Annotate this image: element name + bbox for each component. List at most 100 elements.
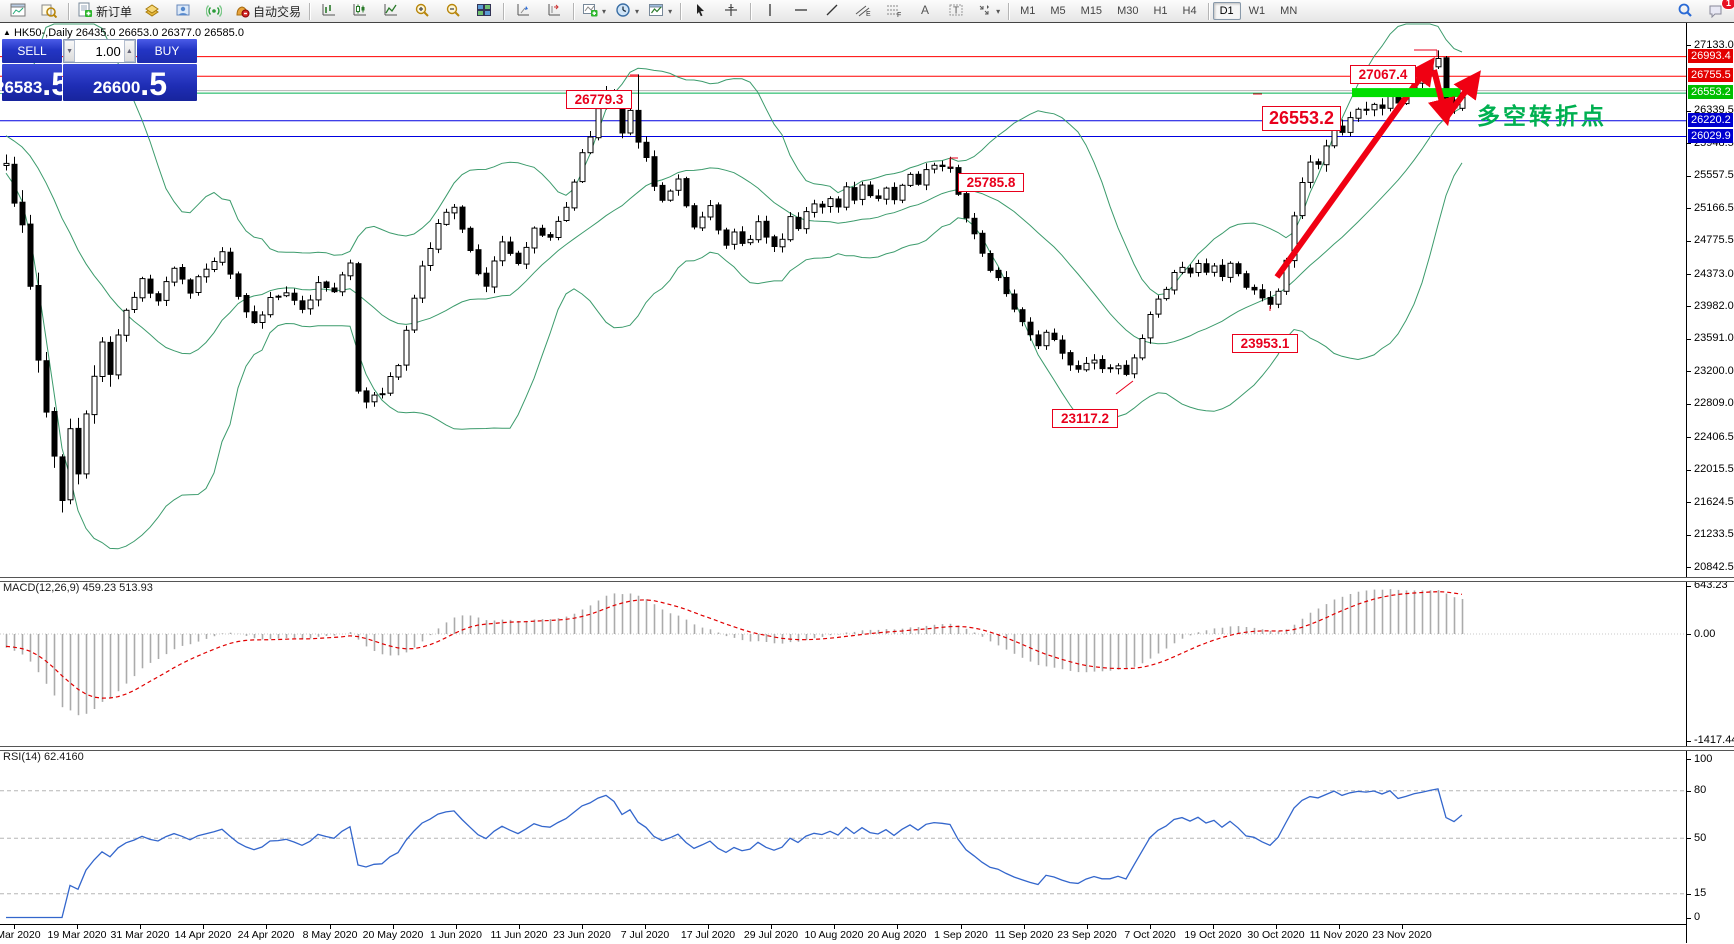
buy-button[interactable]: BUY bbox=[137, 39, 197, 63]
date-tick bbox=[140, 925, 141, 929]
date-tick bbox=[519, 925, 520, 929]
cursor-button[interactable] bbox=[685, 0, 715, 22]
date-tick bbox=[1402, 925, 1403, 929]
tile-windows-button[interactable] bbox=[469, 0, 499, 22]
timeframe-m15[interactable]: M15 bbox=[1080, 5, 1103, 17]
search-button[interactable] bbox=[1670, 0, 1700, 22]
bar-chart-button[interactable] bbox=[314, 0, 344, 22]
date-axis-label: 17 Jul 2020 bbox=[680, 929, 736, 941]
price-tick bbox=[1687, 567, 1691, 568]
signal-button[interactable] bbox=[199, 0, 229, 22]
rsi-axis-label: 80 bbox=[1694, 784, 1707, 796]
zoom-in-button[interactable] bbox=[407, 0, 437, 22]
chart-shift-button[interactable] bbox=[539, 0, 569, 22]
price-annotation[interactable]: 23117.2 bbox=[1052, 409, 1118, 428]
date-axis-label: 11 Sep 2020 bbox=[994, 929, 1054, 941]
price-annotation[interactable]: 27067.4 bbox=[1350, 65, 1416, 84]
rsi-axis-label: 0 bbox=[1694, 911, 1701, 923]
timeframe-m1[interactable]: M1 bbox=[1020, 5, 1036, 17]
zoom-out-button[interactable] bbox=[438, 0, 468, 22]
sell-price[interactable]: 26583.5 bbox=[0, 64, 69, 101]
timeframe-h1[interactable]: H1 bbox=[1153, 5, 1168, 17]
price-line-badge: 26755.5 bbox=[1688, 68, 1733, 82]
fibonacci-button[interactable]: F bbox=[879, 0, 909, 22]
crosshair-button[interactable] bbox=[716, 0, 746, 22]
data-window-button[interactable] bbox=[168, 0, 198, 22]
templates-button[interactable]: ▾ bbox=[644, 0, 676, 22]
price-tick bbox=[1687, 111, 1691, 112]
price-annotation[interactable]: 26779.3 bbox=[566, 90, 632, 109]
vertical-line-button[interactable] bbox=[755, 0, 785, 22]
timeframe-d1[interactable]: D1 bbox=[1212, 2, 1241, 20]
date-axis-label: 24 Apr 2020 bbox=[237, 929, 295, 941]
volume-decrease-button[interactable]: ▼ bbox=[64, 40, 76, 62]
new-order-button[interactable]: 新订单 bbox=[73, 0, 136, 22]
arrows-button[interactable]: ▾ bbox=[972, 0, 1004, 22]
auto-arrange-button[interactable] bbox=[508, 0, 538, 22]
price-tick bbox=[1687, 404, 1691, 405]
trendline-button[interactable] bbox=[817, 0, 847, 22]
candle-chart-icon bbox=[352, 2, 368, 21]
collapse-icon[interactable]: ▲ bbox=[3, 28, 11, 37]
turning-point-annotation[interactable]: 多空转折点 bbox=[1477, 103, 1607, 129]
price-annotation[interactable]: 25785.8 bbox=[958, 173, 1024, 192]
fibonacci-icon: F bbox=[885, 2, 903, 21]
date-tick bbox=[1087, 925, 1088, 929]
price-annotation[interactable]: 23953.1 bbox=[1232, 334, 1298, 353]
date-tick bbox=[645, 925, 646, 929]
channel-button[interactable]: E bbox=[848, 0, 878, 22]
price-axis-label: 21624.5 bbox=[1694, 496, 1734, 508]
autotrading-button[interactable]: 自动交易 bbox=[230, 0, 305, 22]
profiles-button[interactable] bbox=[34, 0, 64, 22]
zoom-out-icon bbox=[445, 2, 461, 21]
price-tick bbox=[1687, 176, 1691, 177]
date-axis-label: 29 Jul 2020 bbox=[743, 929, 799, 941]
date-tick bbox=[14, 925, 15, 929]
crosshair-icon bbox=[723, 2, 739, 21]
price-axis-label: 22406.5 bbox=[1694, 431, 1734, 443]
timeframe-w1[interactable]: W1 bbox=[1248, 5, 1266, 17]
macd-panel-splitter[interactable] bbox=[0, 577, 1734, 582]
macd-axis-label: 0.00 bbox=[1694, 628, 1716, 640]
rsi-panel-splitter[interactable] bbox=[0, 746, 1734, 751]
metaeditor-button[interactable] bbox=[137, 0, 167, 22]
price-axis-label: 22015.5 bbox=[1694, 463, 1734, 475]
rsi-axis-tick bbox=[1687, 838, 1691, 839]
notifications-button[interactable]: 1 bbox=[1701, 0, 1734, 22]
toolbar-separator bbox=[68, 2, 69, 20]
annotation-overlay: 26779.3 27067.4 26553.2 25785.8 23953.1 23117… bbox=[0, 23, 1734, 943]
rsi-axis-label: 50 bbox=[1694, 832, 1707, 844]
sell-button[interactable]: SELL bbox=[2, 39, 62, 63]
date-axis-label: 11 Jun 2020 bbox=[490, 929, 548, 941]
timeframe-h4[interactable]: H4 bbox=[1182, 5, 1197, 17]
buy-price[interactable]: 26600.5 bbox=[63, 64, 197, 101]
rsi-axis-tick bbox=[1687, 791, 1691, 792]
rsi-axis-tick bbox=[1687, 759, 1691, 760]
date-axis-label: 7 Oct 2020 bbox=[1124, 929, 1176, 941]
price-axis-label: 20842.5 bbox=[1694, 561, 1734, 573]
add-indicator-button[interactable]: ▾ bbox=[578, 0, 610, 22]
text-button[interactable]: A bbox=[910, 0, 940, 22]
horizontal-line-button[interactable] bbox=[786, 0, 816, 22]
chart-canvas[interactable] bbox=[0, 23, 1686, 924]
chevron-down-icon: ▾ bbox=[668, 6, 673, 16]
timeframe-m30[interactable]: M30 bbox=[1117, 5, 1139, 17]
chevron-down-icon: ▾ bbox=[996, 6, 1001, 16]
date-axis-label: 23 Jun 2020 bbox=[553, 929, 611, 941]
volume-input[interactable] bbox=[75, 40, 124, 62]
price-tick bbox=[1687, 143, 1691, 144]
text-label-button[interactable]: T bbox=[941, 0, 971, 22]
one-click-trading-panel: SELL ▼ ▲ BUY 26583.5 26600.5 bbox=[0, 39, 199, 101]
volume-increase-button[interactable]: ▲ bbox=[123, 40, 135, 62]
line-chart-button[interactable] bbox=[376, 0, 406, 22]
date-axis-label: 19 Mar 2020 bbox=[47, 929, 107, 941]
timeframe-m5[interactable]: M5 bbox=[1050, 5, 1066, 17]
candle-chart-button[interactable] bbox=[345, 0, 375, 22]
chart-window-button[interactable] bbox=[3, 0, 33, 22]
timeframe-mn[interactable]: MN bbox=[1280, 5, 1298, 17]
rsi-axis-label: 100 bbox=[1694, 753, 1713, 765]
periods-button[interactable]: ▾ bbox=[611, 0, 643, 22]
date-axis-label: 1 Jun 2020 bbox=[430, 929, 482, 941]
price-annotation[interactable]: 26553.2 bbox=[1262, 106, 1341, 131]
macd-label: MACD(12,26,9) 459.23 513.93 bbox=[3, 582, 153, 594]
